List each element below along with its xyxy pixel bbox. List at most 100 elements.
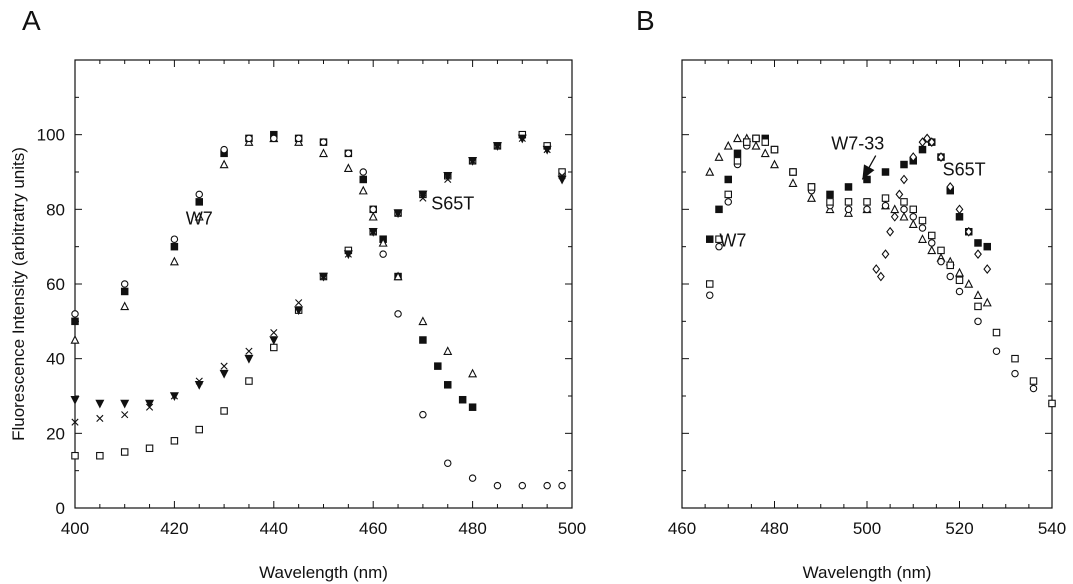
- data-point: [343, 163, 353, 173]
- data-point: [120, 287, 129, 296]
- data-point: [705, 235, 714, 243]
- data-point: [751, 140, 761, 150]
- annotation-label: S65T: [943, 160, 986, 180]
- data-point: [909, 152, 918, 162]
- data-point: [443, 171, 453, 181]
- data-point: [245, 377, 253, 385]
- data-point: [895, 189, 904, 200]
- data-point: [70, 395, 80, 405]
- data-point: [120, 399, 130, 409]
- data-point: [269, 336, 279, 346]
- data-point: [974, 317, 982, 326]
- y-tick-label: 20: [46, 424, 65, 443]
- data-point: [946, 182, 955, 192]
- data-point: [937, 152, 945, 162]
- data-point: [517, 134, 527, 144]
- data-point: [724, 175, 732, 184]
- data-point: [863, 198, 871, 206]
- data-point: [900, 174, 908, 185]
- x-tick-label: 500: [558, 519, 586, 538]
- data-point: [881, 201, 890, 210]
- data-point: [419, 410, 427, 419]
- data-point: [270, 328, 278, 337]
- data-point: [723, 140, 733, 150]
- data-point: [789, 168, 797, 176]
- data-point: [194, 211, 204, 221]
- data-point: [770, 145, 779, 154]
- data-point: [844, 198, 853, 206]
- data-point: [518, 481, 527, 490]
- data-point: [121, 411, 129, 419]
- x-tick-label: 460: [359, 519, 387, 538]
- data-point: [733, 149, 742, 158]
- data-point: [393, 209, 403, 219]
- data-point: [918, 224, 927, 232]
- data-point: [95, 399, 105, 409]
- x-tick-label: 540: [1038, 519, 1066, 538]
- data-point: [219, 369, 229, 379]
- data-point: [368, 211, 378, 221]
- x-tick-label: 420: [160, 519, 188, 538]
- data-point: [195, 425, 204, 434]
- data-point: [194, 381, 204, 390]
- data-point: [294, 134, 303, 143]
- data-point: [443, 381, 452, 389]
- data-point: [170, 242, 179, 251]
- data-point: [946, 272, 954, 281]
- data-point: [876, 271, 885, 282]
- data-point: [732, 133, 743, 143]
- data-point: [359, 168, 368, 176]
- data-point: [378, 237, 388, 247]
- data-point: [760, 148, 770, 158]
- data-point: [807, 183, 816, 191]
- data-point: [468, 157, 478, 166]
- data-point: [806, 193, 817, 202]
- data-point: [359, 175, 368, 184]
- x-axis-title: Wavelength (nm): [259, 563, 388, 582]
- data-series: [70, 133, 478, 378]
- data-point: [543, 481, 551, 490]
- data-point: [71, 310, 79, 318]
- annotation-label: W7: [719, 231, 746, 251]
- data-point: [71, 317, 79, 326]
- data-point: [219, 159, 229, 169]
- data-series: [71, 134, 566, 426]
- data-point: [863, 205, 871, 214]
- data-point: [844, 205, 853, 214]
- data-point: [1011, 369, 1019, 378]
- data-point: [927, 245, 937, 255]
- panel-letter: B: [636, 5, 655, 36]
- x-tick-label: 520: [945, 519, 973, 538]
- data-point: [826, 190, 834, 199]
- data-point: [918, 137, 927, 148]
- data-point: [71, 418, 79, 426]
- data-point: [120, 280, 129, 288]
- data-point: [379, 250, 387, 258]
- annotation-label: S65T: [431, 193, 474, 213]
- data-point: [558, 481, 566, 490]
- data-series: [872, 133, 992, 282]
- data-point: [318, 272, 329, 282]
- data-point: [724, 198, 732, 206]
- data-point: [983, 242, 991, 251]
- data-point: [964, 226, 973, 237]
- data-point: [908, 219, 918, 229]
- data-point: [319, 138, 328, 146]
- data-point: [557, 175, 567, 185]
- x-tick-label: 440: [260, 519, 288, 538]
- data-series: [71, 130, 566, 460]
- annotation-label: W7-33: [831, 134, 884, 154]
- panel-b: B 460 480 500 520 540 Wavelength (nm) W7-33 S65T…: [636, 5, 1066, 582]
- data-point: [992, 328, 1001, 337]
- data-point: [170, 437, 179, 445]
- x-axis-title: Wavelength (nm): [803, 563, 932, 582]
- data-point: [899, 211, 909, 221]
- data-point: [900, 205, 908, 214]
- data-point: [492, 142, 502, 151]
- data-point: [742, 138, 751, 146]
- data-point: [992, 347, 1001, 355]
- data-point: [220, 407, 228, 415]
- y-tick-label: 100: [37, 126, 65, 145]
- data-point: [890, 211, 899, 222]
